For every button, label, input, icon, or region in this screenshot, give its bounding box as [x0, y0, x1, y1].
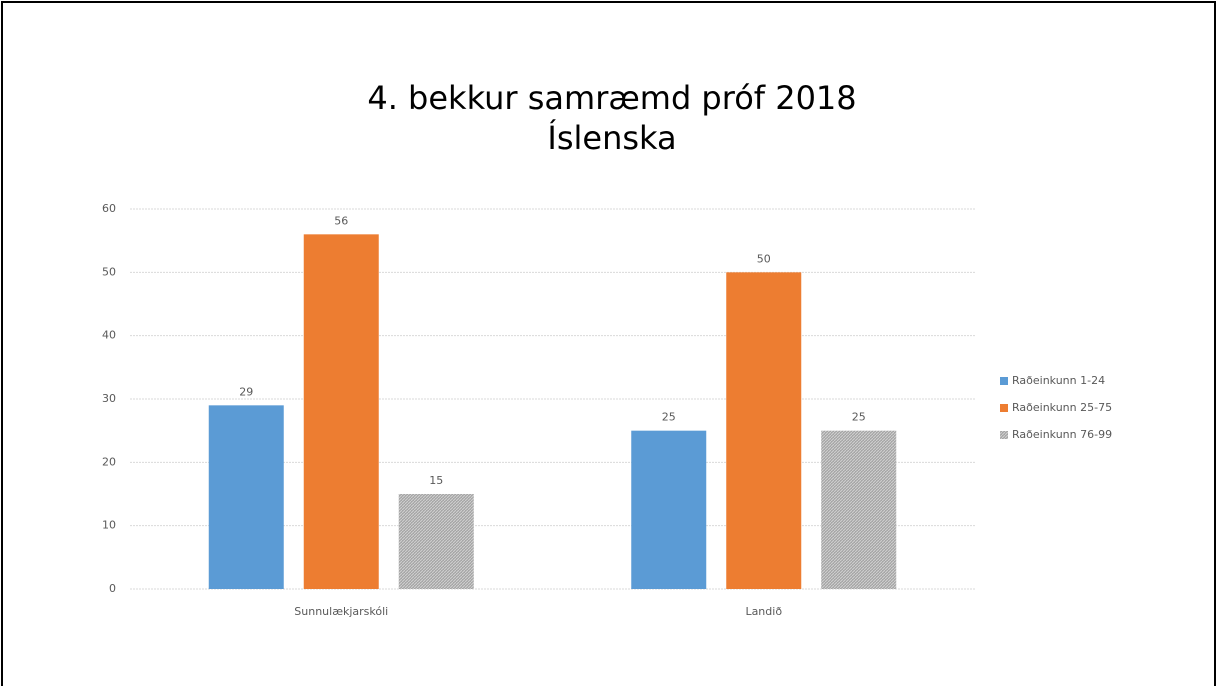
- chart-subtitle: Íslenska: [547, 119, 676, 157]
- y-tick-label: 20: [102, 455, 116, 468]
- bar: [303, 234, 379, 590]
- y-tick-label: 60: [102, 202, 116, 215]
- legend-swatch: [1000, 431, 1008, 439]
- x-tick-label: Sunnulækjarskóli: [294, 605, 388, 618]
- y-tick-label: 50: [102, 265, 116, 278]
- y-tick-label: 30: [102, 392, 116, 405]
- data-label: 25: [852, 411, 866, 424]
- legend-label: Raðeinkunn 1-24: [1012, 374, 1105, 387]
- y-tick-label: 0: [109, 582, 116, 595]
- legend-swatch: [1000, 404, 1008, 412]
- y-tick-label: 40: [102, 329, 116, 342]
- bar: [208, 405, 284, 589]
- legend-label: Raðeinkunn 76-99: [1012, 428, 1112, 441]
- bar: [631, 430, 707, 589]
- legend-label: Raðeinkunn 25-75: [1012, 401, 1112, 414]
- chart-title: 4. bekkur samræmd próf 2018: [367, 79, 856, 117]
- x-tick-label: Landið: [745, 605, 782, 618]
- data-label: 25: [662, 411, 676, 424]
- y-tick-label: 10: [102, 519, 116, 532]
- data-label: 29: [239, 385, 253, 398]
- bar: [821, 430, 897, 589]
- data-label: 50: [757, 252, 771, 265]
- bar: [398, 494, 474, 589]
- data-label: 56: [334, 214, 348, 227]
- data-label: 15: [429, 474, 443, 487]
- legend-swatch: [1000, 377, 1008, 385]
- bar: [726, 272, 802, 589]
